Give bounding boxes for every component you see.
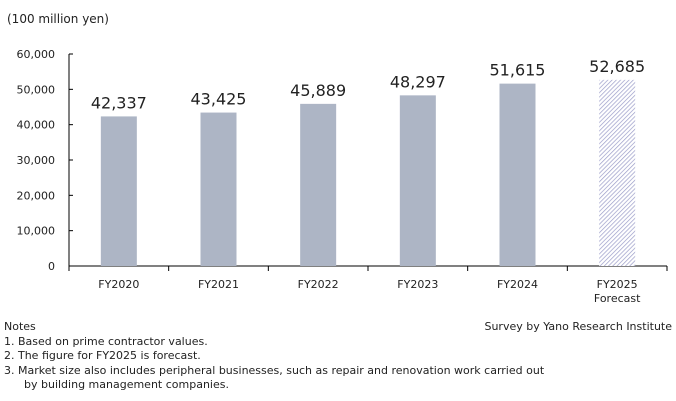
bar [300, 103, 337, 267]
forecast-bar [599, 79, 636, 266]
y-tick-label: 30,000 [17, 154, 56, 167]
note-item: 2. The figure for FY2025 is forecast. [4, 349, 201, 362]
data-label: 43,425 [191, 90, 247, 109]
x-tick-label: FY2022 [298, 278, 339, 291]
x-tick-label: FY2021 [198, 278, 239, 291]
y-tick-label: 10,000 [17, 225, 56, 238]
notes: Notes 1. Based on prime contractor value… [4, 320, 544, 393]
source-credit: Survey by Yano Research Institute [484, 320, 672, 333]
y-tick-label: 60,000 [17, 48, 56, 61]
note-item: 1. Based on prime contractor values. [4, 334, 208, 348]
x-tick-label: FY2025 [597, 278, 638, 291]
data-label: 52,685 [589, 57, 645, 76]
bar [499, 83, 536, 266]
data-label: 45,889 [290, 81, 346, 100]
data-label: 42,337 [91, 93, 147, 112]
note-item: 3. Market size also includes peripheral … [4, 363, 545, 377]
x-tick-label: FY2024 [497, 278, 538, 291]
y-tick-label: 40,000 [17, 119, 56, 132]
x-tick-label: FY2023 [397, 278, 438, 291]
bar [100, 116, 137, 266]
bar-chart: 0 10,000 20,000 30,000 40,000 50,000 60,000 42,… [17, 48, 668, 305]
bar [200, 112, 237, 266]
unit-label: (100 million yen) [7, 12, 109, 26]
bar [399, 95, 436, 266]
y-tick-label: 20,000 [17, 189, 56, 202]
note-item: by building management companies. [24, 378, 229, 391]
notes-heading: Notes [4, 320, 36, 333]
x-tick-label: FY2020 [98, 278, 139, 291]
y-tick-label: 50,000 [17, 83, 56, 96]
data-label: 48,297 [390, 72, 446, 91]
y-tick-label: 0 [48, 260, 55, 273]
x-tick-label: Forecast [594, 292, 641, 305]
data-label: 51,615 [490, 61, 546, 80]
